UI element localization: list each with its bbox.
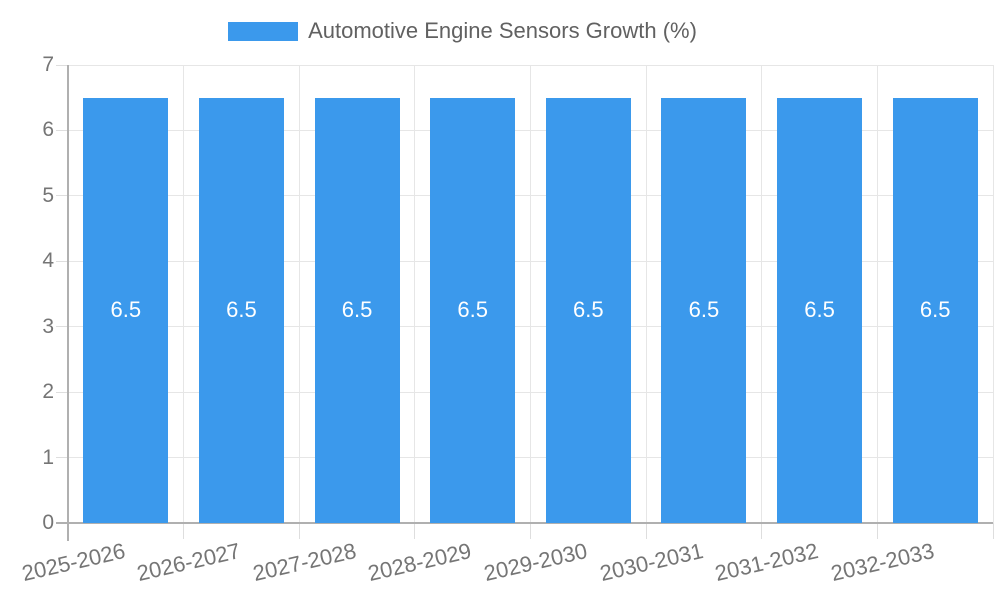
x-axis-line (56, 522, 993, 524)
y-axis-tick-mark (56, 457, 68, 459)
bar[interactable] (661, 97, 747, 523)
x-axis-tick-mark (298, 523, 300, 539)
gridline-vertical (414, 65, 416, 523)
gridline-vertical (992, 65, 994, 523)
x-axis-tick-mark (414, 523, 416, 539)
bar[interactable] (545, 97, 631, 523)
gridline-vertical (645, 65, 647, 523)
legend-label: Automotive Engine Sensors Growth (%) (308, 18, 697, 43)
y-axis-tick-mark (56, 64, 68, 66)
gridline-vertical (761, 65, 763, 523)
x-tick-label: 2025-2026 (19, 538, 128, 587)
bar-value-label: 6.5 (804, 297, 835, 323)
y-tick-label: 5 (42, 183, 54, 207)
bar[interactable] (777, 97, 863, 523)
x-axis-tick-mark (761, 523, 763, 539)
x-tick-label: 2032-2033 (828, 538, 937, 587)
bar-value-label: 6.5 (110, 297, 142, 323)
bar-value-label: 6.5 (919, 297, 951, 323)
x-tick-label: 2028-2029 (365, 538, 475, 587)
x-axis-tick-mark (183, 523, 185, 539)
y-axis-line (67, 65, 69, 541)
y-axis-tick-mark (56, 326, 68, 328)
bar[interactable] (314, 97, 400, 523)
x-axis-tick-mark (876, 523, 878, 539)
legend-swatch-icon (228, 21, 299, 41)
y-axis-tick-mark (56, 391, 68, 393)
bar[interactable] (198, 97, 284, 523)
x-axis-tick-mark (992, 523, 994, 539)
y-tick-label: 0 (42, 511, 54, 534)
gridline-vertical (298, 65, 300, 523)
bar[interactable] (430, 97, 516, 523)
bar-value-label: 6.5 (226, 297, 257, 323)
gridline-vertical (530, 65, 531, 523)
y-axis-tick-mark (56, 129, 68, 131)
y-tick-label: 2 (42, 380, 54, 404)
x-tick-label: 2031-2032 (712, 538, 821, 587)
x-tick-label: 2029-2030 (481, 538, 590, 587)
x-axis-tick-mark (645, 523, 647, 539)
x-tick-label: 2030-2031 (597, 538, 706, 587)
x-axis-tick-mark (530, 523, 531, 539)
x-tick-label: 2026-2027 (134, 538, 243, 587)
bar[interactable] (892, 97, 978, 523)
gridline-vertical (183, 65, 185, 523)
y-tick-label: 6 (42, 118, 54, 142)
y-tick-label: 4 (42, 249, 54, 273)
bar-value-label: 6.5 (457, 297, 488, 323)
x-tick-label: 2027-2028 (250, 538, 359, 587)
legend-item[interactable]: Automotive Engine Sensors Growth (%) (228, 18, 697, 44)
chart-legend: Automotive Engine Sensors Growth (%) (0, 18, 925, 44)
bar-value-label: 6.5 (688, 297, 720, 323)
y-tick-label: 7 (42, 53, 54, 76)
y-axis-tick-mark (56, 195, 68, 197)
gridline-vertical (876, 65, 878, 523)
bar[interactable] (83, 97, 169, 523)
bar-value-label: 6.5 (573, 297, 604, 323)
bar-value-label: 6.5 (341, 297, 373, 323)
y-tick-label: 1 (42, 445, 54, 469)
y-axis-tick-mark (56, 260, 68, 262)
y-tick-label: 3 (42, 314, 54, 338)
